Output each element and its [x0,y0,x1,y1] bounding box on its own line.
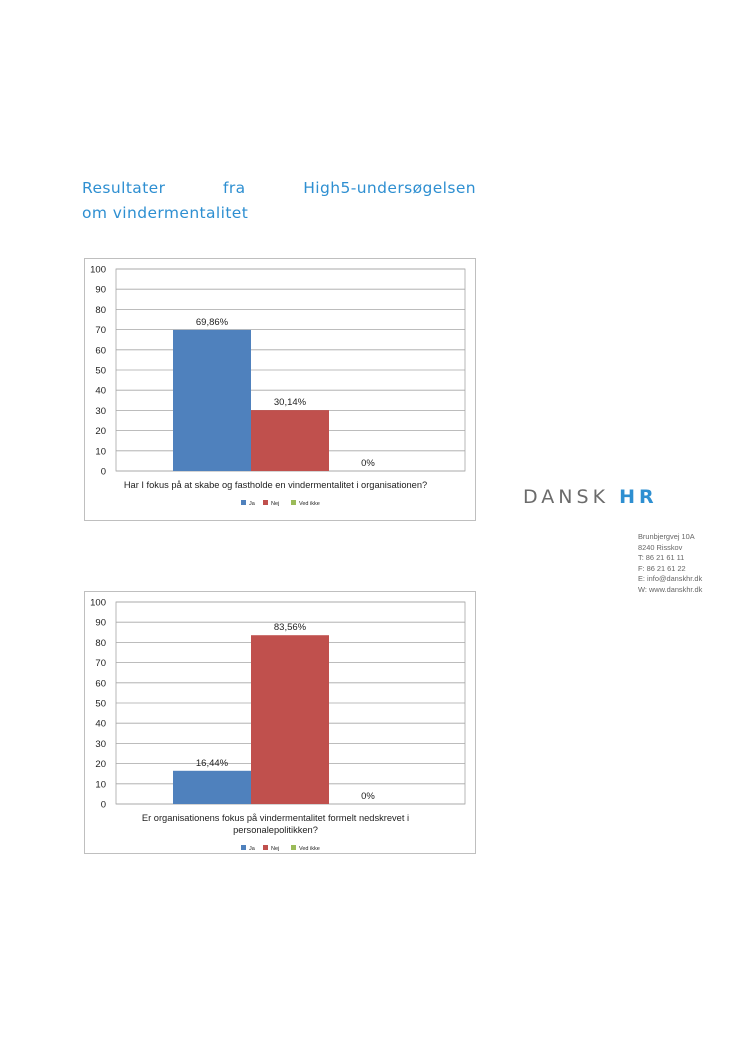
contact-address: Brunbjergvej 10A 8240 Risskov T: 86 21 6… [638,532,702,596]
chart-focus-vindermentalitet: 0 10 20 30 40 50 60 70 80 90 100 69,86% 30,14% 0% Har … [84,258,476,521]
data-label: 83,56% [274,622,307,633]
legend-swatch [291,500,296,505]
y-tick-label: 30 [95,739,106,750]
y-tick-label: 40 [95,719,106,730]
dansk-hr-logo: DANSK HR [523,486,658,508]
legend-label: Ja [249,846,256,852]
y-tick-label: 50 [95,366,106,377]
y-tick-label: 70 [95,658,106,669]
address-line: E: info@danskhr.dk [638,574,703,584]
data-label: 30,14% [274,397,307,408]
y-tick-label: 0 [101,800,106,811]
bar-ja [173,329,251,471]
data-label: 0% [361,791,375,802]
y-tick-label: 100 [90,598,106,609]
data-label: 16,44% [196,758,229,769]
y-tick-label: 70 [95,325,106,336]
chart-svg: 0 10 20 30 40 50 60 70 80 90 100 69,86% 30,14% 0% Har … [90,265,466,507]
y-tick-label: 90 [95,618,106,629]
y-tick-label: 10 [95,446,106,457]
y-tick-label: 80 [95,305,106,316]
y-tick-label: 10 [95,779,106,790]
y-tick-label: 0 [101,467,106,478]
y-tick-label: 80 [95,638,106,649]
legend-label: Ja [249,501,256,507]
legend-swatch [291,845,296,850]
bar-ja [173,770,251,804]
page-heading: Resultater fra High5-undersøgelsen om vi… [82,176,476,226]
bar-nej [251,410,329,471]
heading-word: fra [223,179,246,197]
bar-nej [251,635,329,804]
legend-swatch [263,500,268,505]
address-line: F: 86 21 61 22 [638,563,686,573]
address-line: W: www.danskhr.dk [638,584,703,594]
heading-line-1: Resultater fra High5-undersøgelsen [82,176,476,201]
y-tick-label: 30 [95,406,106,417]
address-line: T: 86 21 61 11 [638,553,685,563]
heading-word: Resultater [82,179,166,197]
y-tick-label: 40 [95,386,106,397]
address-line: 8240 Risskov [638,542,683,552]
data-label: 69,86% [196,317,229,328]
legend-label: Ved ikke [299,846,320,852]
x-axis-title: personalepolitikken? [233,825,318,835]
legend-label: Ved ikke [299,501,320,507]
logo-part-dansk: DANSK [523,486,610,508]
chart-formelt-nedskrevet: 0 10 20 30 40 50 60 70 80 90 100 16,44% 83,56% 0% Er o… [84,591,476,854]
y-tick-label: 20 [95,426,106,437]
logo-part-hr: HR [619,486,658,508]
chart-svg: 0 10 20 30 40 50 60 70 80 90 100 16,44% 83,56% 0% Er o… [90,598,466,852]
x-axis-title: Er organisationens fokus på vindermental… [142,813,409,823]
legend-swatch [241,845,246,850]
legend-swatch [241,500,246,505]
data-label: 0% [361,458,375,469]
y-tick-label: 20 [95,759,106,770]
legend-label: Nej [271,846,279,852]
y-tick-label: 100 [90,265,106,276]
y-tick-label: 50 [95,699,106,710]
y-tick-label: 60 [95,345,106,356]
legend-label: Nej [271,501,279,507]
address-line: Brunbjergvej 10A [638,532,695,541]
y-tick-label: 60 [95,678,106,689]
y-tick-label: 90 [95,285,106,296]
heading-word: High5-undersøgelsen [303,179,476,197]
legend-swatch [263,845,268,850]
x-axis-title: Har I fokus på at skabe og fastholde en … [124,480,427,490]
heading-line-2: om vindermentalitet [82,204,249,222]
